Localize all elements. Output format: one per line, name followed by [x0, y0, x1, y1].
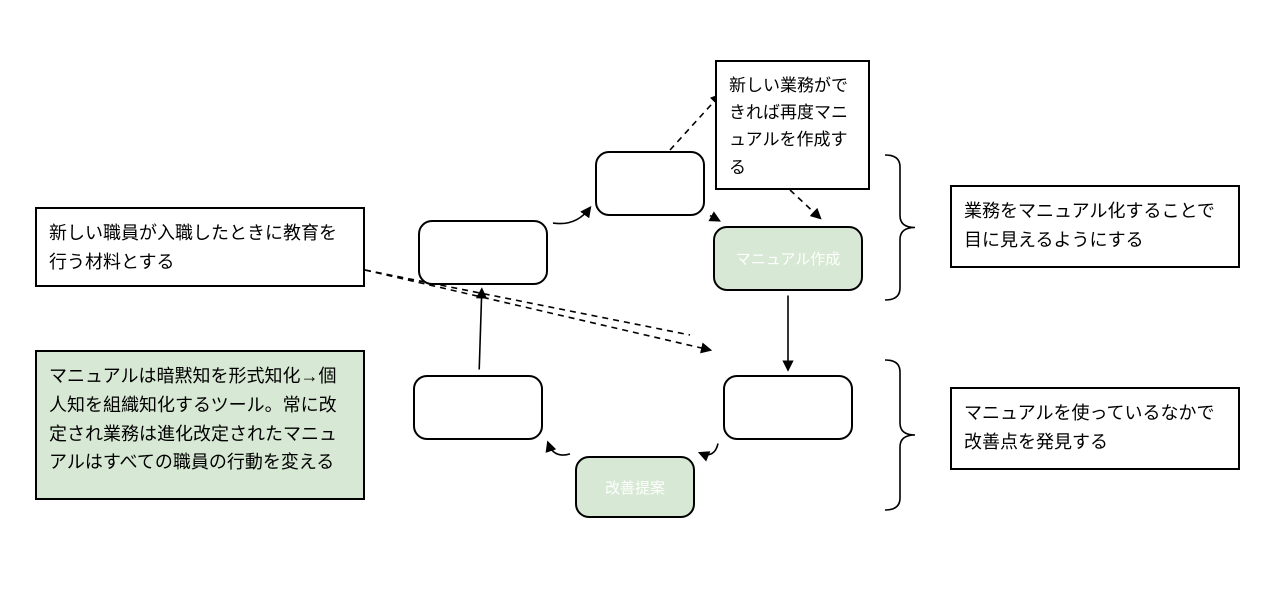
info-box-right_bottom: マニュアルを使っているなかで改善点を発見する — [950, 387, 1240, 470]
cycle-arrow — [553, 208, 590, 224]
cycle-node-label: 改善提案 — [605, 477, 665, 498]
info-box-callout_top: 新しい業務ができれば再度マニュアルを作成する — [715, 60, 870, 190]
info-box-text: マニュアルは暗黙知を形式知化→個人知を組織知化するツール。常に改定され業務は進化… — [49, 362, 351, 477]
cycle-node-n_lbot — [413, 375, 543, 440]
cycle-arrow — [479, 290, 482, 370]
cycle-node-label: マニュアル作成 — [736, 248, 841, 269]
info-box-text: 業務をマニュアル化することで目に見えるようにする — [964, 197, 1226, 255]
info-box-text: 新しい業務ができれば再度マニュアルを作成する — [729, 72, 856, 181]
cycle-arrow — [548, 443, 570, 455]
info-box-left_bottom: マニュアルは暗黙知を形式知化→個人知を組織知化するツール。常に改定され業務は進化… — [35, 350, 365, 500]
cycle-node-n_left — [418, 220, 548, 285]
info-box-left_top: 新しい職員が入職したときに教育を行う材料とする — [35, 207, 365, 287]
info-box-text: マニュアルを使っているなかで改善点を発見する — [964, 399, 1226, 457]
cycle-arrow — [710, 216, 719, 221]
curly-brace — [885, 155, 915, 300]
cycle-node-n_right: マニュアル作成 — [713, 226, 863, 291]
cycle-node-n_top — [595, 151, 705, 216]
dashed-arrow — [670, 95, 720, 150]
cycle-node-n_bottom: 改善提案 — [575, 456, 695, 518]
info-box-right_top: 業務をマニュアル化することで目に見えるようにする — [950, 185, 1240, 268]
curly-brace — [885, 360, 915, 510]
info-box-text: 新しい職員が入職したときに教育を行う材料とする — [49, 219, 351, 277]
dashed-arrow — [790, 190, 820, 218]
cycle-node-n_rbot — [723, 375, 853, 440]
diagram-stage: 新しい職員が入職したときに教育を行う材料とするマニュアルは暗黙知を形式知化→個人… — [0, 0, 1280, 602]
cycle-arrow — [700, 444, 718, 455]
